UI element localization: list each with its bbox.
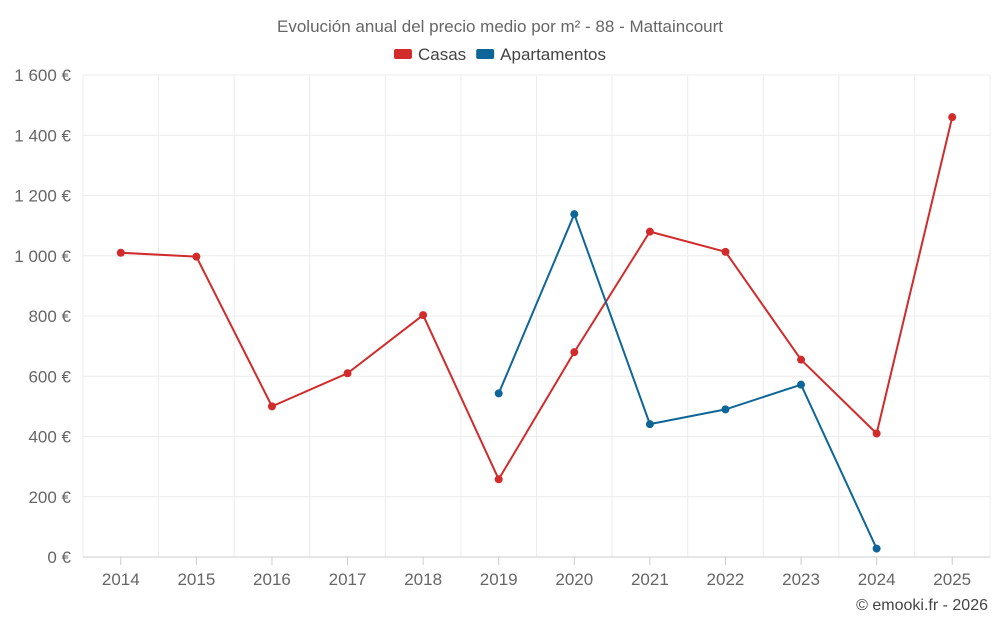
credit-text: © emooki.fr - 2026: [856, 597, 988, 614]
x-tick-label: 2019: [480, 570, 518, 589]
x-tick-label: 2020: [555, 570, 593, 589]
data-point[interactable]: [494, 389, 503, 398]
x-tick-label: 2017: [329, 570, 367, 589]
chart-legend[interactable]: Casas Apartamentos: [393, 45, 606, 64]
data-point[interactable]: [570, 210, 579, 219]
data-point[interactable]: [343, 369, 352, 378]
series-casas: [116, 113, 957, 484]
data-point[interactable]: [797, 355, 806, 364]
y-tick-label: 0 €: [47, 548, 71, 567]
data-point[interactable]: [872, 429, 881, 438]
x-tick-label: 2024: [858, 570, 896, 589]
legend-label: Casas: [418, 45, 466, 64]
y-tick-label: 800 €: [28, 307, 71, 326]
chart-gridlines: [82, 74, 991, 557]
series-line: [119, 116, 954, 481]
data-point[interactable]: [570, 348, 579, 357]
x-axis: 2014 2015 2016 2017 2018 2019 2020 2021 2022 2023…: [83, 556, 990, 589]
x-tick-label: 2025: [933, 570, 971, 589]
series-line: [497, 213, 878, 550]
data-point[interactable]: [116, 248, 125, 257]
x-tick-label: 2023: [782, 570, 820, 589]
x-tick-label: 2015: [177, 570, 215, 589]
series-layer: [116, 113, 957, 553]
legend-label: Apartamentos: [500, 45, 606, 64]
data-point[interactable]: [721, 405, 730, 414]
y-axis: 0 € 200 € 400 € 600 € 800 € 1 000 € 1 200 € 1 4…: [14, 66, 71, 567]
y-tick-label: 1 200 €: [14, 187, 71, 206]
chart-title: Evolución anual del precio medio por m² …: [277, 17, 723, 36]
data-point[interactable]: [721, 247, 730, 256]
y-tick-label: 600 €: [28, 367, 71, 386]
y-tick-label: 1 600 €: [14, 66, 71, 85]
x-tick-label: 2021: [631, 570, 669, 589]
x-tick-label: 2018: [404, 570, 442, 589]
legend-item-apartamentos[interactable]: Apartamentos: [476, 45, 606, 64]
data-point[interactable]: [192, 252, 201, 261]
legend-swatch: [476, 49, 495, 59]
y-tick-label: 400 €: [28, 428, 71, 447]
x-tick-label: 2022: [707, 570, 745, 589]
data-point[interactable]: [645, 420, 654, 429]
legend-swatch: [393, 49, 412, 59]
data-point[interactable]: [872, 544, 881, 553]
data-point[interactable]: [419, 311, 428, 320]
y-tick-label: 200 €: [28, 488, 71, 507]
data-point[interactable]: [948, 113, 957, 122]
y-tick-label: 1 000 €: [14, 247, 71, 266]
legend-item-casas[interactable]: Casas: [393, 45, 466, 64]
x-tick-label: 2016: [253, 570, 291, 589]
data-point[interactable]: [645, 227, 654, 236]
data-point[interactable]: [267, 402, 276, 411]
series-apartamentos: [494, 210, 881, 553]
x-tick-label: 2014: [102, 570, 140, 589]
y-tick-label: 1 400 €: [14, 126, 71, 145]
data-point[interactable]: [494, 475, 503, 484]
data-point[interactable]: [797, 380, 806, 389]
